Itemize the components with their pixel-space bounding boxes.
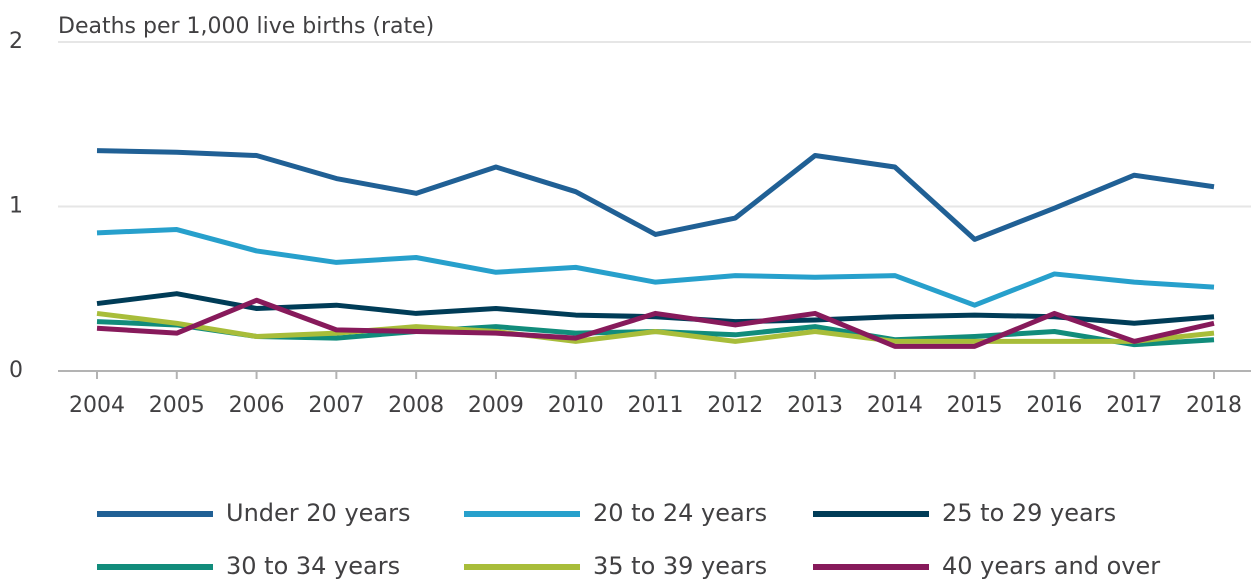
- x-tick-label: 2017: [1106, 393, 1162, 418]
- x-tick-label: 2012: [707, 393, 763, 418]
- series-line: [96, 310, 1215, 344]
- series-line: [96, 291, 1215, 326]
- legend-label: Under 20 years: [226, 499, 411, 527]
- legend-label: 35 to 39 years: [593, 552, 767, 580]
- x-tick-label: 2016: [1026, 393, 1082, 418]
- legend-label: 40 years and over: [942, 552, 1160, 580]
- x-tick-label: 2004: [69, 393, 125, 418]
- y-tick-label: 0: [9, 358, 23, 383]
- x-tick-label: 2006: [229, 393, 285, 418]
- x-tick-label: 2008: [388, 393, 444, 418]
- series-line: [96, 148, 1215, 242]
- x-tick-label: 2011: [628, 393, 684, 418]
- x-tick-label: 2018: [1186, 393, 1242, 418]
- y-tick-label: 1: [9, 194, 23, 219]
- y-tick-label: 2: [9, 29, 23, 54]
- legend-label: 20 to 24 years: [593, 499, 767, 527]
- x-tick-label: 2007: [308, 393, 364, 418]
- legend-label: 25 to 29 years: [942, 499, 1116, 527]
- series-line: [96, 297, 1215, 349]
- x-tick-label: 2010: [548, 393, 604, 418]
- x-tick-label: 2009: [468, 393, 524, 418]
- series-line: [96, 227, 1215, 308]
- x-tick-label: 2014: [867, 393, 923, 418]
- y-axis-title: Deaths per 1,000 live births (rate): [58, 14, 434, 39]
- x-tick-label: 2013: [787, 393, 843, 418]
- x-tick-label: 2015: [947, 393, 1003, 418]
- legend-label: 30 to 34 years: [226, 552, 400, 580]
- x-tick-label: 2005: [149, 393, 205, 418]
